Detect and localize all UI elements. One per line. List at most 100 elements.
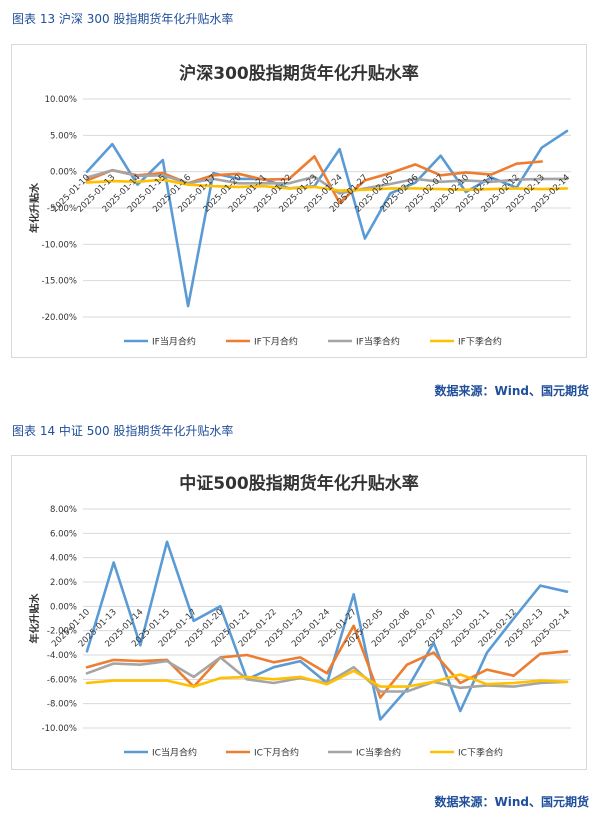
data-point [439,180,442,183]
data-point [237,172,240,175]
data-point [432,651,435,654]
data-point [414,163,417,166]
data-point [459,682,462,684]
data-point [166,679,168,682]
data-point [187,183,189,186]
data-point [352,669,355,672]
data-point [338,192,341,195]
data-point [414,181,417,184]
data-point [490,180,493,183]
data-point [288,187,291,190]
data-point [352,666,355,669]
series-line [85,178,569,192]
data-point [161,159,164,161]
data-point [166,660,168,662]
data-point [237,182,240,185]
data-point [187,305,189,307]
data-point [299,660,302,662]
y-tick-label: -10.00% [42,724,77,734]
data-point [406,688,408,690]
legend-label: IF下月合约 [254,336,298,348]
legend-label: IF下季合约 [458,336,502,348]
data-point [540,160,543,163]
data-point [86,176,88,179]
chart-title: 沪深300股指期货年化升贴水率 [179,63,419,84]
data-point [338,202,341,204]
data-point [379,718,382,721]
data-point [512,674,515,677]
data-point [515,187,518,190]
data-point [112,658,115,661]
data-point [192,620,195,622]
line-chart: 中证500股指期货年化升贴水率 8.00% 6.00% 4.00% 2.00% 0.00%… [28,473,572,759]
data-point [161,178,164,181]
y-tick-label: 10.00% [45,95,77,105]
data-point [86,672,88,675]
data-point [515,162,518,165]
data-point [539,584,542,587]
data-point [246,676,248,678]
data-point [136,180,139,183]
data-point [486,668,488,671]
y-tick-label: 2.00% [50,578,77,588]
y-tick-label: 4.00% [50,554,77,564]
legend-label: IC下月合约 [254,747,299,759]
data-point [490,188,493,191]
data-point [219,605,222,608]
data-point [439,188,442,191]
chart-container: 沪深300股指期货年化升贴水率 10.00% 5.00% 0.00% -5.00% -10… [11,44,587,358]
y-tick-label: -15.00% [42,277,77,287]
data-point [212,185,215,188]
data-point [237,178,240,180]
figure-caption: 图表 14 中证 500 股指期货年化升贴水率 [12,424,234,438]
data-point [566,178,568,180]
legend-label: IC当月合约 [152,747,197,759]
data-point [363,237,366,240]
data-point [363,179,366,182]
y-tick-label: 6.00% [50,529,77,539]
data-point [540,178,543,180]
y-tick-label: -6.00% [47,675,77,685]
data-source: 数据来源：Wind、国元期货 [434,384,589,398]
data-point [313,175,316,178]
data-point [219,656,222,659]
data-point [414,178,417,180]
data-point [486,683,488,686]
legend-label: IC当季合约 [356,747,401,759]
figure-caption: 图表 13 沪深 300 股指期货年化升贴水率 [12,12,234,26]
data-point [406,685,408,688]
data-point [237,186,240,188]
data-point [139,644,142,647]
data-point [352,593,355,596]
data-point [539,679,542,682]
data-point [566,187,568,190]
data-point [389,183,392,185]
data-point [272,678,275,681]
data-point [313,186,316,188]
data-point [465,171,467,174]
series-line [85,168,569,195]
data-point [299,656,302,659]
data-point [566,650,568,653]
data-point [326,683,328,686]
data-point [465,188,467,191]
data-point [566,590,568,593]
data-point [540,146,543,149]
data-point [111,169,114,172]
y-tick-label: 8.00% [50,505,77,515]
data-point [192,676,195,678]
data-point [262,185,265,188]
data-point [352,624,355,627]
data-point [439,174,442,177]
data-point [212,174,215,177]
data-point [166,540,168,543]
y-tick-label: -5.00% [47,204,77,214]
data-source: 数据来源：Wind、国元期货 [434,795,589,809]
data-point [363,188,366,191]
data-point [161,172,164,175]
y-tick-label: -2.00% [47,627,77,637]
legend-label: IF当月合约 [152,336,196,348]
data-point [379,690,382,693]
data-point [139,679,142,682]
y-axis-label: 年化升贴水 [28,593,41,644]
